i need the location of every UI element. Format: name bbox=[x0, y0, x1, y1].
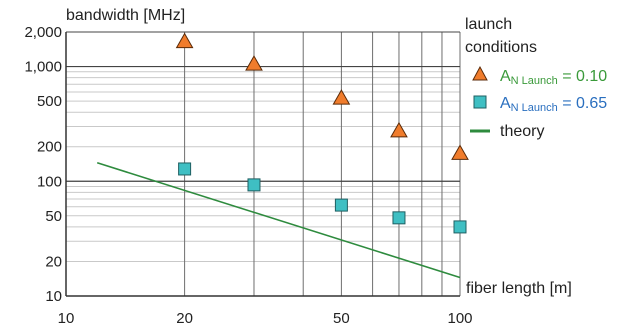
y-tick-label: 20 bbox=[45, 253, 62, 270]
triangle-data-point bbox=[390, 121, 408, 138]
square-data-point bbox=[334, 198, 348, 212]
y-tick-label: 10 bbox=[45, 288, 62, 305]
legend-theory-label: theory bbox=[500, 123, 544, 140]
y-tick-label: 2,000 bbox=[24, 24, 62, 41]
square-data-point bbox=[392, 211, 406, 225]
theory-line bbox=[96, 161, 461, 279]
legend-series-1-label-sub: N Launch bbox=[511, 75, 558, 87]
y-tick-label: 500 bbox=[37, 93, 62, 110]
legend: launch conditions AN Launch = 0.10 AN La… bbox=[465, 16, 607, 140]
legend-title-line-1: launch bbox=[465, 16, 512, 33]
x-axis-label: fiber length [m] bbox=[466, 280, 572, 297]
legend-series-2-label-sub: N Launch bbox=[511, 102, 558, 114]
legend-series-1-label-main: A bbox=[500, 68, 511, 85]
legend-series-2-label: AN Launch = 0.65 bbox=[500, 95, 607, 114]
y-tick-label: 200 bbox=[37, 139, 62, 156]
legend-triangle-marker bbox=[472, 65, 488, 81]
legend-square-marker bbox=[473, 95, 487, 109]
y-tick-label: 100 bbox=[37, 173, 62, 190]
series-layer bbox=[96, 32, 469, 279]
legend-series-1-label-rest: = 0.10 bbox=[558, 68, 607, 85]
square-data-point bbox=[453, 220, 467, 234]
x-tick-label: 20 bbox=[176, 310, 193, 327]
square-data-point bbox=[178, 162, 192, 176]
plot-frame bbox=[65, 31, 460, 297]
triangle-data-point bbox=[332, 89, 351, 105]
x-tick-label: 10 bbox=[58, 310, 75, 327]
legend-title-line-2: conditions bbox=[465, 39, 537, 56]
legend-series-1-label: AN Launch = 0.10 bbox=[500, 68, 607, 87]
legend-series-2-label-rest: = 0.65 bbox=[558, 95, 607, 112]
triangle-data-point bbox=[451, 144, 469, 160]
minor-grid bbox=[66, 31, 460, 297]
y-tick-label: 1,000 bbox=[24, 59, 62, 76]
x-tick-label: 50 bbox=[333, 310, 350, 327]
tick-labels: 10 20 50 100 200 500 1,000 2,000 10 20 50 100 bbox=[24, 24, 472, 327]
x-tick-label: 100 bbox=[447, 310, 472, 327]
triangle-data-point bbox=[245, 55, 263, 71]
triangle-data-point bbox=[175, 32, 194, 49]
square-data-point bbox=[247, 178, 261, 192]
legend-series-2-label-main: A bbox=[500, 95, 511, 112]
y-tick-label: 50 bbox=[45, 208, 62, 225]
y-axis-label: bandwidth [MHz] bbox=[66, 7, 185, 24]
